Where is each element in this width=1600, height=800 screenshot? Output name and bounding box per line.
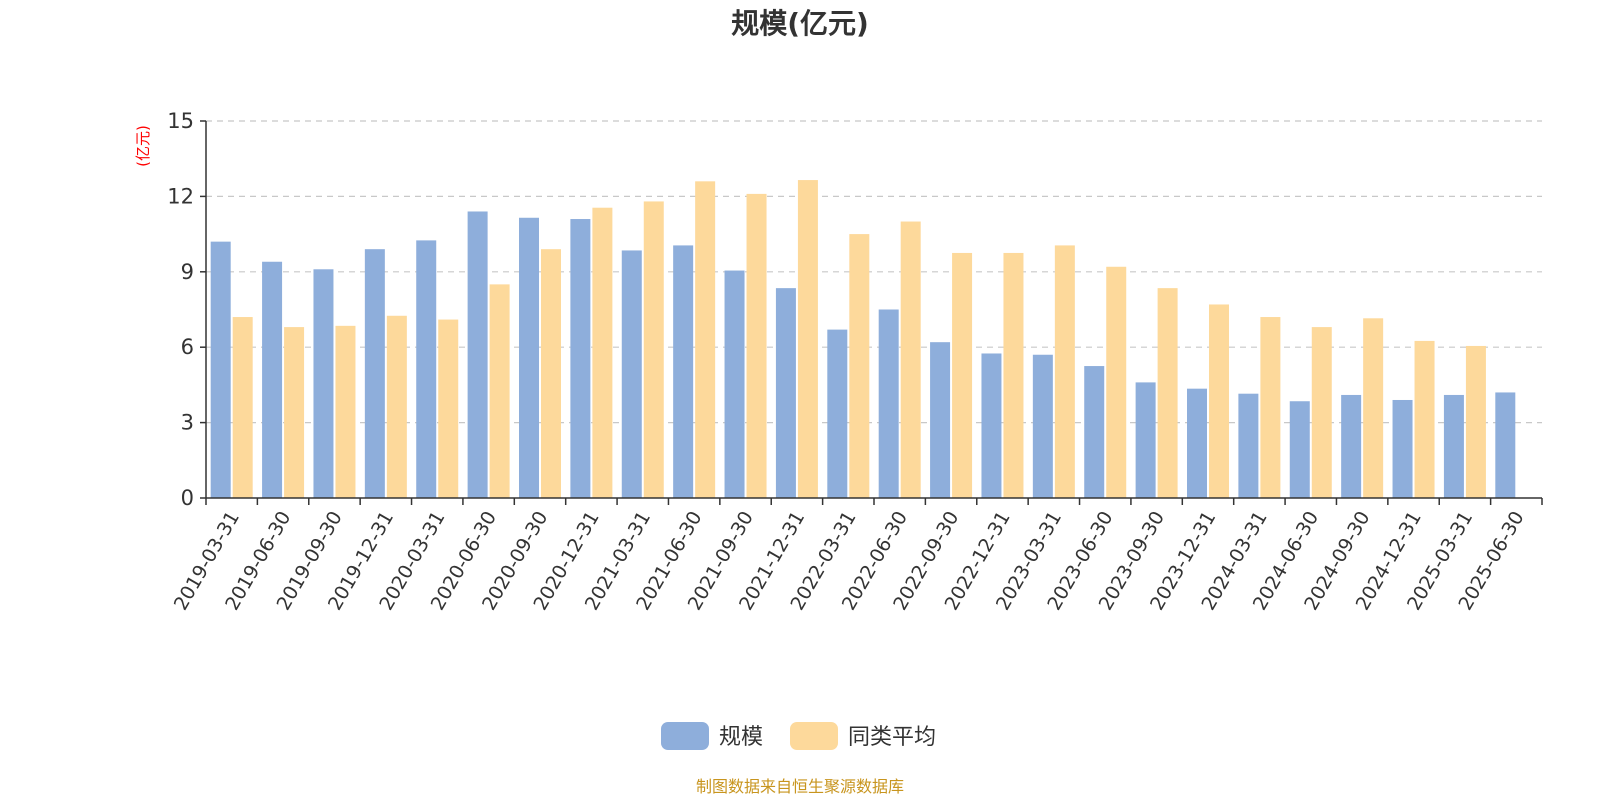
bar[interactable] — [467, 211, 488, 499]
bar[interactable] — [1392, 399, 1413, 498]
bar[interactable] — [952, 252, 973, 498]
y-tick-label: 6 — [181, 335, 194, 359]
bar[interactable] — [1032, 354, 1053, 498]
bar[interactable] — [438, 319, 459, 498]
legend-label[interactable]: 规模 — [719, 725, 763, 750]
bar[interactable] — [1363, 318, 1384, 498]
bar[interactable] — [541, 249, 561, 498]
bar[interactable] — [570, 219, 591, 498]
bar[interactable] — [849, 234, 870, 498]
bar[interactable] — [775, 288, 796, 498]
bar[interactable] — [1495, 392, 1516, 498]
bar[interactable] — [695, 181, 716, 498]
bar[interactable] — [1311, 327, 1332, 498]
bar[interactable] — [262, 261, 283, 498]
bar[interactable] — [364, 249, 385, 498]
bar[interactable] — [1260, 317, 1281, 498]
bar[interactable] — [1238, 393, 1259, 498]
bar[interactable] — [724, 270, 745, 498]
bar[interactable] — [1465, 345, 1486, 498]
bar[interactable] — [386, 315, 407, 498]
bar[interactable] — [621, 250, 642, 498]
y-tick-label: 9 — [181, 260, 194, 284]
chart-title: 规模(亿元) — [731, 7, 869, 40]
bar[interactable] — [981, 353, 1002, 498]
bar[interactable] — [797, 180, 818, 498]
y-tick-label: 15 — [167, 109, 194, 133]
bar[interactable] — [1209, 304, 1229, 498]
bar[interactable] — [643, 201, 664, 498]
source-note: 制图数据来自恒生聚源数据库 — [696, 777, 904, 796]
bar[interactable] — [284, 327, 305, 498]
bar[interactable] — [232, 317, 253, 498]
bar[interactable] — [210, 241, 231, 498]
bar[interactable] — [878, 309, 899, 499]
bar[interactable] — [1289, 401, 1310, 498]
bar[interactable] — [1054, 245, 1075, 498]
legend-swatch[interactable] — [661, 722, 709, 750]
bar[interactable] — [416, 240, 437, 498]
bar[interactable] — [1003, 252, 1024, 498]
bar[interactable] — [673, 245, 694, 498]
bar[interactable] — [1157, 288, 1178, 498]
y-tick-label: 12 — [167, 184, 194, 208]
bar[interactable] — [1187, 388, 1207, 498]
bar[interactable] — [827, 329, 848, 498]
bars-layer — [210, 180, 1516, 499]
legend[interactable]: 规模 同类平均 — [661, 722, 936, 750]
bar[interactable] — [900, 221, 921, 499]
bar[interactable] — [1135, 382, 1156, 498]
legend-swatch[interactable] — [790, 722, 838, 750]
bar[interactable] — [313, 269, 334, 498]
bar[interactable] — [519, 217, 539, 498]
bar[interactable] — [335, 325, 356, 498]
y-tick-label: 0 — [181, 486, 194, 510]
bar[interactable] — [746, 193, 767, 499]
bar[interactable] — [1084, 366, 1105, 498]
y-tick-label: 3 — [181, 411, 194, 435]
y-axis-unit-label: (亿元) — [134, 125, 152, 167]
bar[interactable] — [1443, 394, 1464, 498]
bar[interactable] — [1106, 266, 1127, 498]
bar[interactable] — [489, 284, 510, 498]
legend-label[interactable]: 同类平均 — [848, 725, 936, 750]
bar[interactable] — [1414, 340, 1435, 498]
bar[interactable] — [1341, 394, 1362, 498]
bar[interactable] — [592, 207, 613, 498]
bar[interactable] — [930, 342, 951, 498]
